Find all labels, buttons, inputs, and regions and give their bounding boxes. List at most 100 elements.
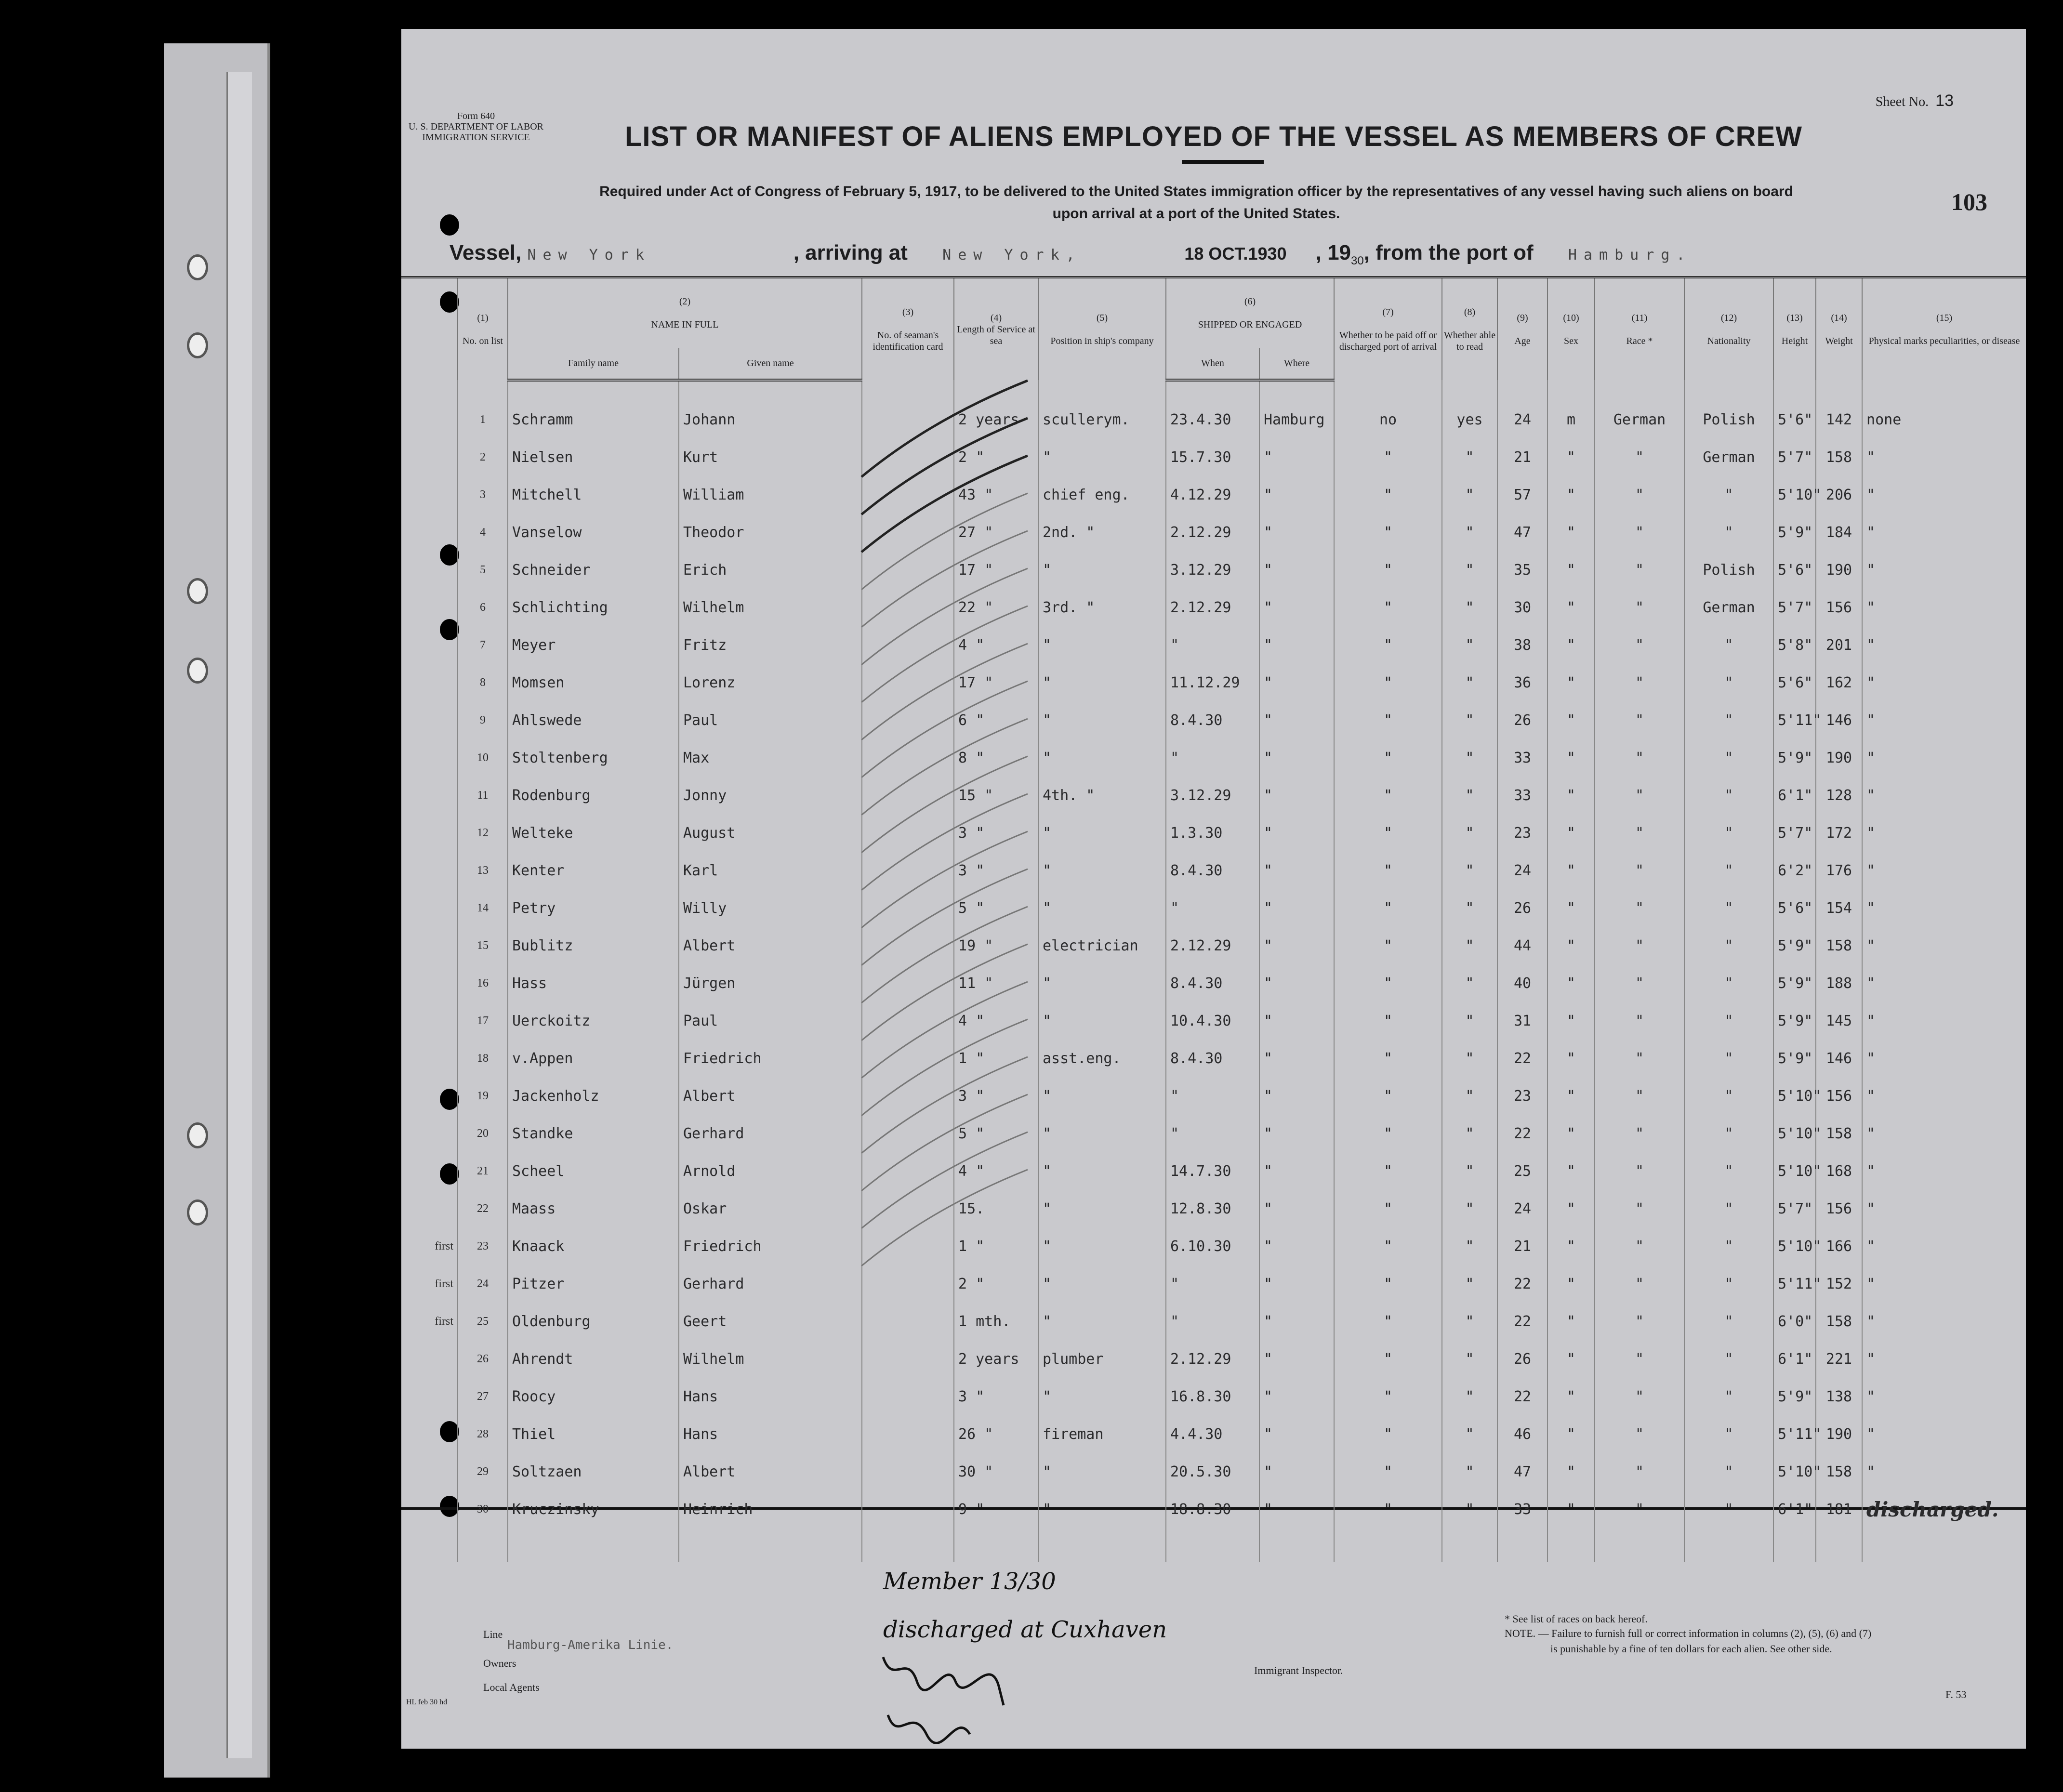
col-height-header: (13) Height: [1773, 276, 1816, 380]
family-name: Momsen: [507, 664, 679, 701]
shipped-when: 11.12.29: [1165, 664, 1259, 701]
vessel-label: Vessel,: [450, 241, 522, 264]
age: 35: [1497, 551, 1548, 589]
sex: ": [1547, 626, 1595, 664]
table-row: 3 Mitchell William 43 " chief eng. 4.12.29 " " "…: [401, 476, 2026, 514]
age: 40: [1497, 964, 1548, 1002]
shipped-where: ": [1258, 814, 1335, 852]
requirement-line: Required under Act of Congress of Februa…: [599, 184, 1793, 199]
age: 24: [1497, 401, 1548, 438]
shipped-when: ": [1165, 889, 1259, 927]
binder-hole: [187, 1199, 208, 1225]
col-id-card-header: (3) No. of seaman's identification card: [861, 276, 954, 380]
pencil-stroke: [860, 454, 1028, 553]
spacer-row: [401, 1528, 2026, 1562]
position: electrician: [1038, 927, 1166, 964]
weight: 188: [1815, 964, 1863, 1002]
height: 5'7": [1773, 438, 1816, 476]
sex: ": [1547, 1415, 1595, 1453]
nationality: ": [1684, 1115, 1774, 1152]
given-name: Friedrich: [678, 1227, 862, 1265]
given-name: Johann: [678, 401, 862, 438]
able-to-read: ": [1441, 1040, 1498, 1077]
shipped-when: ": [1165, 1115, 1259, 1152]
shipped-when: ": [1165, 626, 1259, 664]
given-name: Geert: [678, 1303, 862, 1340]
paid-off-port: ": [1334, 1378, 1442, 1415]
race: ": [1594, 1453, 1685, 1490]
paid-off-port: ": [1334, 438, 1442, 476]
pencil-stroke: [861, 906, 1028, 1004]
physical-marks: ": [1862, 739, 2026, 777]
nationality: Polish: [1684, 401, 1774, 438]
shipped-when: 18.8.30: [1165, 1490, 1259, 1528]
shipped-where: ": [1258, 964, 1335, 1002]
table-row: 17 Uerckoitz Paul 4 " " 10.4.30 " " " 31 " " " 5'9" 14…: [401, 1002, 2026, 1040]
given-name: Albert: [678, 1453, 862, 1490]
id-card: [861, 1415, 954, 1453]
margin-note: first: [435, 1239, 453, 1252]
able-to-read: ": [1441, 852, 1498, 889]
row-number: 2: [457, 438, 508, 476]
able-to-read: ": [1441, 1453, 1498, 1490]
paid-off-port: ": [1334, 626, 1442, 664]
id-card: [861, 551, 954, 589]
position: ": [1038, 664, 1166, 701]
sex: ": [1547, 1152, 1595, 1190]
nationality: Polish: [1684, 551, 1774, 589]
position: ": [1038, 739, 1166, 777]
given-name: Karl: [678, 852, 862, 889]
id-card: [861, 664, 954, 701]
table-row: 1 Schramm Johann 2 years scullerym. 23.4.30 Ha…: [401, 401, 2026, 438]
race: ": [1594, 1227, 1685, 1265]
able-to-read: yes: [1441, 401, 1498, 438]
arriving-label: , arriving at: [793, 241, 908, 264]
id-card: [861, 739, 954, 777]
physical-marks: ": [1862, 1227, 2026, 1265]
length-of-service: 9 ": [953, 1490, 1038, 1528]
position: ": [1038, 852, 1166, 889]
height: 6'1": [1773, 1490, 1816, 1528]
shipped-where: ": [1258, 514, 1335, 551]
family-name: Schramm: [507, 401, 679, 438]
paid-off-port: ": [1334, 589, 1442, 626]
pencil-stroke: [861, 1131, 1028, 1229]
shipped-when: 10.4.30: [1165, 1002, 1259, 1040]
row-number: 22: [457, 1190, 508, 1227]
shipped-where: ": [1258, 889, 1335, 927]
able-to-read: ": [1441, 1190, 1498, 1227]
id-card: [861, 1490, 954, 1528]
nationality: ": [1684, 814, 1774, 852]
able-to-read: ": [1441, 1002, 1498, 1040]
able-to-read: ": [1441, 1265, 1498, 1303]
binder-hole: [187, 1122, 208, 1148]
pencil-stroke: [861, 605, 1028, 703]
nationality: ": [1684, 1002, 1774, 1040]
family-name: Roocy: [507, 1378, 679, 1415]
shipped-where: ": [1258, 1115, 1335, 1152]
sex: ": [1547, 852, 1595, 889]
table-row: 27 Roocy Hans 3 " " 16.8.30 " " " 22 " " " 5'9" 138 ": [401, 1378, 2026, 1415]
race: ": [1594, 1303, 1685, 1340]
table-row: 30 Kruczinsky Heinrich 9 " " 18.8.30 " " " 33 " " " 6…: [401, 1490, 2026, 1528]
family-name: Oldenburg: [507, 1303, 679, 1340]
departure-port: Hamburg.: [1568, 247, 1692, 264]
height: 5'10": [1773, 1152, 1821, 1190]
shipped-when: 8.4.30: [1165, 701, 1259, 739]
shipped-when: 16.8.30: [1165, 1378, 1259, 1415]
col-read-header: (8) Whether able to read: [1441, 276, 1498, 380]
sex: ": [1547, 589, 1595, 626]
col-name-header: (2) NAME IN FULL: [507, 276, 862, 348]
given-name: Arnold: [678, 1152, 862, 1190]
family-name: Stoltenberg: [507, 739, 679, 777]
position: ": [1038, 701, 1166, 739]
age: 44: [1497, 927, 1548, 964]
nationality: ": [1684, 889, 1774, 927]
physical-marks: ": [1862, 814, 2026, 852]
length-of-service: 1 mth.: [953, 1303, 1038, 1340]
vessel-name: New York: [527, 247, 651, 264]
shipped-where: ": [1258, 476, 1335, 514]
sex: ": [1547, 1190, 1595, 1227]
year-label: , 19: [1315, 241, 1351, 264]
sex: ": [1547, 889, 1595, 927]
